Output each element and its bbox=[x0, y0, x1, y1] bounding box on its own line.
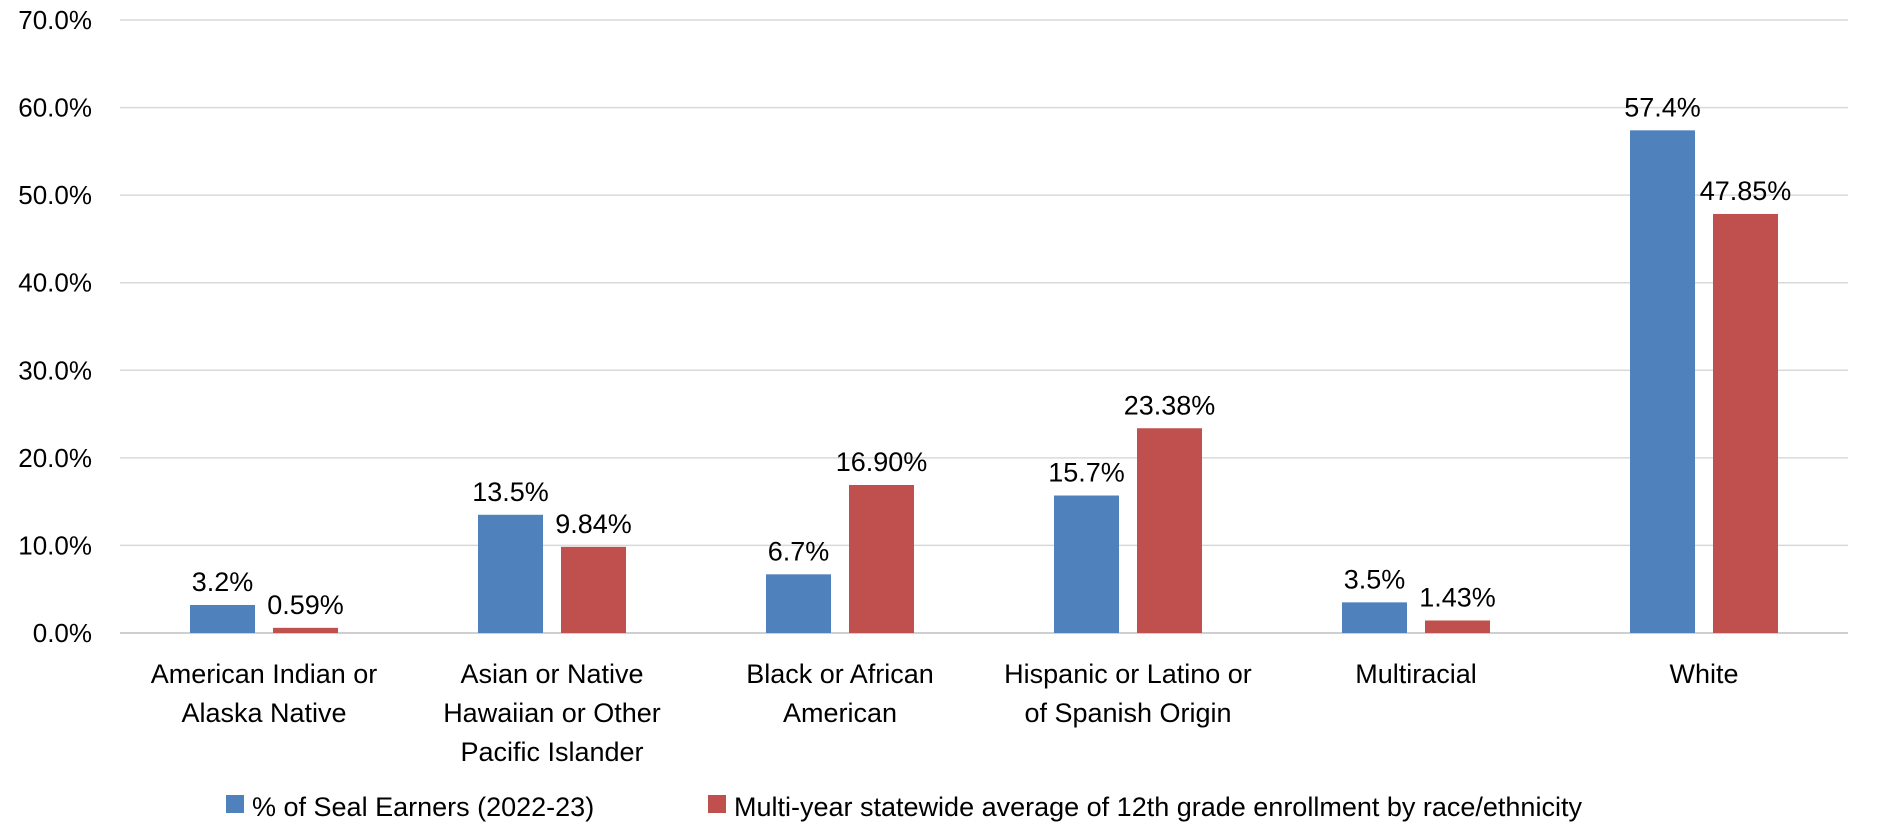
x-category-label: Asian or Native Hawaiian or Other Pacific … bbox=[443, 659, 661, 767]
bars bbox=[190, 130, 1778, 634]
x-category-label-line: Hispanic or Latino or bbox=[1004, 659, 1252, 689]
bar-series-2-cat-4 bbox=[1137, 428, 1202, 633]
data-label-series-2-cat-5: 1.43% bbox=[1419, 582, 1496, 612]
x-category-label: Multiracial bbox=[1355, 659, 1477, 689]
x-category-label-line: Black or African bbox=[746, 659, 934, 689]
legend-label-series-2: Multi-year statewide average of 12th gra… bbox=[734, 792, 1582, 822]
y-tick-label: 10.0% bbox=[18, 530, 92, 560]
gridlines bbox=[120, 19, 1848, 634]
x-category-label-line: Pacific Islander bbox=[460, 737, 643, 767]
data-label-series-1-cat-2: 13.5% bbox=[472, 477, 549, 507]
data-label-series-1-cat-4: 15.7% bbox=[1048, 458, 1125, 488]
x-axis-category-labels: American Indian or Alaska Native Asian or … bbox=[151, 659, 1739, 767]
bar-series-1-cat-1 bbox=[190, 604, 255, 633]
legend: % of Seal Earners (2022-23) Multi-year st… bbox=[226, 792, 1582, 822]
bar-series-2-cat-2 bbox=[561, 546, 626, 633]
x-category-label-line: American Indian or bbox=[151, 659, 378, 689]
x-category-label: Hispanic or Latino or of Spanish Origin bbox=[1004, 659, 1252, 728]
x-category-label-line: of Spanish Origin bbox=[1024, 698, 1231, 728]
y-tick-label: 40.0% bbox=[18, 268, 92, 298]
y-tick-label: 0.0% bbox=[33, 618, 92, 648]
data-labels: 3.2% 0.59% 13.5%9.84% 6.7% 16.90% 15.7% 23.38%… bbox=[192, 92, 1792, 619]
data-label-series-1-cat-5: 3.5% bbox=[1344, 564, 1406, 594]
bar-series-2-cat-5 bbox=[1425, 620, 1490, 633]
bar-series-2-cat-1 bbox=[273, 627, 338, 633]
bar-series-2-cat-6 bbox=[1713, 213, 1778, 634]
bar-series-1-cat-5 bbox=[1342, 602, 1407, 633]
x-category-label-line: American bbox=[783, 698, 897, 728]
x-category-label: Black or African American bbox=[746, 659, 934, 728]
y-tick-label: 30.0% bbox=[18, 355, 92, 385]
y-axis-tick-labels: 0.0% 10.0% 20.0% 30.0% 40.0% 50.0% 60.0% 70.0% bbox=[18, 5, 92, 648]
x-category-label-line: White bbox=[1669, 659, 1738, 689]
x-category-label-line: Multiracial bbox=[1355, 659, 1477, 689]
x-category-label: American Indian or Alaska Native bbox=[151, 659, 378, 728]
x-category-label-line: Alaska Native bbox=[181, 698, 346, 728]
y-tick-label: 20.0% bbox=[18, 443, 92, 473]
bar-series-1-cat-4 bbox=[1054, 495, 1119, 633]
y-tick-label: 70.0% bbox=[18, 5, 92, 35]
legend-label-series-1: % of Seal Earners (2022-23) bbox=[252, 792, 594, 822]
x-category-label-line: Hawaiian or Other bbox=[443, 698, 661, 728]
data-label-series-2-cat-4: 23.38% bbox=[1124, 390, 1216, 420]
data-label-series-1-cat-1: 3.2% bbox=[192, 567, 254, 597]
data-label-series-2-cat-3: 16.90% bbox=[836, 447, 928, 477]
bar-series-1-cat-2 bbox=[478, 514, 543, 633]
y-tick-label: 60.0% bbox=[18, 93, 92, 123]
data-label-series-1-cat-3: 6.7% bbox=[768, 536, 830, 566]
legend-swatch-series-1 bbox=[226, 795, 244, 813]
data-label-series-2-cat-6: 47.85% bbox=[1700, 176, 1792, 206]
bar-series-2-cat-3 bbox=[849, 485, 914, 633]
x-category-label-line: Asian or Native bbox=[460, 659, 643, 689]
data-label-series-2-cat-2: 9.84% bbox=[555, 509, 632, 539]
data-label-series-1-cat-6: 57.4% bbox=[1624, 92, 1701, 122]
y-tick-label: 50.0% bbox=[18, 180, 92, 210]
bar-series-1-cat-6 bbox=[1630, 130, 1695, 633]
data-label-series-2-cat-1: 0.59% bbox=[267, 590, 344, 620]
bar-series-1-cat-3 bbox=[766, 574, 831, 633]
legend-swatch-series-2 bbox=[708, 795, 726, 813]
x-category-label: White bbox=[1669, 659, 1738, 689]
